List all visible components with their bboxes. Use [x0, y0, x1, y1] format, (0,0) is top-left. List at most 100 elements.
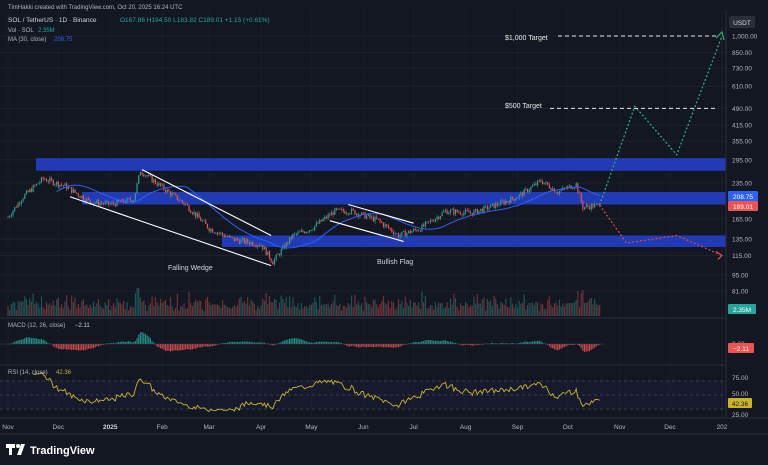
candle-body[interactable]: [322, 218, 324, 222]
currency-badge[interactable]: [729, 16, 755, 28]
candle-body[interactable]: [356, 213, 358, 215]
candle-body[interactable]: [59, 184, 61, 187]
candle-body[interactable]: [578, 192, 581, 194]
candle-body[interactable]: [362, 212, 364, 214]
candle-body[interactable]: [351, 208, 353, 214]
candle-body[interactable]: [508, 201, 510, 204]
candle-body[interactable]: [178, 199, 180, 201]
candle-body[interactable]: [515, 199, 517, 201]
candle-body[interactable]: [118, 200, 120, 202]
candle-body[interactable]: [128, 198, 130, 199]
candle-body[interactable]: [501, 200, 504, 202]
candle-body[interactable]: [510, 196, 512, 204]
candle-body[interactable]: [151, 175, 153, 183]
candle-body[interactable]: [312, 229, 314, 231]
candle-body[interactable]: [354, 210, 356, 215]
candle-body[interactable]: [54, 184, 56, 186]
candle-body[interactable]: [232, 237, 234, 238]
candle-body[interactable]: [468, 210, 470, 213]
candle-body[interactable]: [37, 183, 39, 185]
candle-body[interactable]: [101, 203, 103, 204]
candle-body[interactable]: [243, 238, 245, 244]
candle-body[interactable]: [518, 194, 520, 199]
candle-body[interactable]: [310, 230, 312, 231]
candle-body[interactable]: [180, 200, 182, 201]
candle-body[interactable]: [72, 189, 74, 193]
candle-body[interactable]: [211, 229, 214, 233]
candle-body[interactable]: [107, 201, 110, 205]
candle-body[interactable]: [344, 211, 346, 214]
candle-body[interactable]: [215, 232, 217, 234]
candle-body[interactable]: [451, 209, 453, 211]
candle-body[interactable]: [466, 209, 468, 211]
candle-body[interactable]: [307, 231, 309, 233]
candle-body[interactable]: [252, 242, 254, 246]
candle-body[interactable]: [9, 216, 11, 218]
candle-body[interactable]: [39, 182, 41, 184]
candle-body[interactable]: [413, 229, 415, 232]
candle-body[interactable]: [389, 228, 391, 229]
candle-body[interactable]: [543, 183, 545, 185]
candle-body[interactable]: [424, 222, 426, 227]
candle-body[interactable]: [590, 204, 592, 210]
candle-body[interactable]: [381, 221, 383, 223]
candle-body[interactable]: [292, 233, 294, 239]
candle-body[interactable]: [19, 203, 21, 205]
candle-body[interactable]: [71, 187, 73, 193]
candle-body[interactable]: [481, 208, 483, 213]
candle-body[interactable]: [545, 182, 547, 184]
candle-body[interactable]: [193, 212, 195, 214]
candle-body[interactable]: [89, 199, 91, 203]
candle-body[interactable]: [97, 200, 100, 206]
candle-body[interactable]: [205, 220, 207, 224]
candle-body[interactable]: [77, 193, 79, 197]
candle-body[interactable]: [577, 183, 579, 193]
candle-body[interactable]: [154, 179, 157, 184]
candle-body[interactable]: [45, 179, 48, 182]
candle-body[interactable]: [560, 190, 562, 192]
candle-body[interactable]: [345, 213, 348, 214]
candle-body[interactable]: [521, 192, 524, 196]
candle-body[interactable]: [57, 181, 59, 187]
candle-body[interactable]: [587, 205, 589, 207]
candlesticks[interactable]: [7, 170, 601, 267]
tradingview-logo[interactable]: TradingView: [6, 444, 95, 457]
candle-body[interactable]: [377, 219, 379, 220]
candle-body[interactable]: [255, 245, 257, 247]
candle-body[interactable]: [220, 232, 222, 234]
candle-body[interactable]: [297, 232, 299, 234]
candle-body[interactable]: [592, 204, 594, 208]
candle-body[interactable]: [550, 188, 552, 191]
candle-body[interactable]: [196, 213, 198, 217]
candle-body[interactable]: [47, 181, 49, 183]
candle-body[interactable]: [183, 202, 185, 205]
candle-body[interactable]: [498, 205, 500, 206]
candle-body[interactable]: [461, 214, 463, 216]
candle-body[interactable]: [594, 204, 596, 208]
candle-body[interactable]: [397, 233, 400, 238]
candle-body[interactable]: [478, 210, 480, 214]
candle-body[interactable]: [436, 216, 438, 219]
candle-body[interactable]: [526, 188, 529, 193]
candle-body[interactable]: [324, 216, 326, 219]
candle-body[interactable]: [102, 203, 105, 205]
candle-body[interactable]: [401, 231, 403, 236]
candle-body[interactable]: [575, 183, 577, 188]
candle-body[interactable]: [139, 172, 141, 176]
candle-body[interactable]: [434, 218, 436, 222]
candle-body[interactable]: [27, 190, 29, 192]
candle-body[interactable]: [158, 183, 160, 186]
candle-body[interactable]: [339, 208, 341, 210]
candle-body[interactable]: [471, 212, 473, 216]
candle-body[interactable]: [394, 233, 396, 235]
candle-body[interactable]: [67, 187, 69, 190]
candle-body[interactable]: [416, 229, 418, 232]
candle-body[interactable]: [426, 221, 428, 223]
candle-body[interactable]: [185, 204, 187, 205]
candle-body[interactable]: [317, 222, 319, 224]
candle-body[interactable]: [268, 251, 271, 259]
candle-body[interactable]: [337, 208, 339, 210]
candle-body[interactable]: [547, 182, 549, 185]
candle-body[interactable]: [190, 211, 192, 213]
candle-body[interactable]: [503, 201, 505, 205]
